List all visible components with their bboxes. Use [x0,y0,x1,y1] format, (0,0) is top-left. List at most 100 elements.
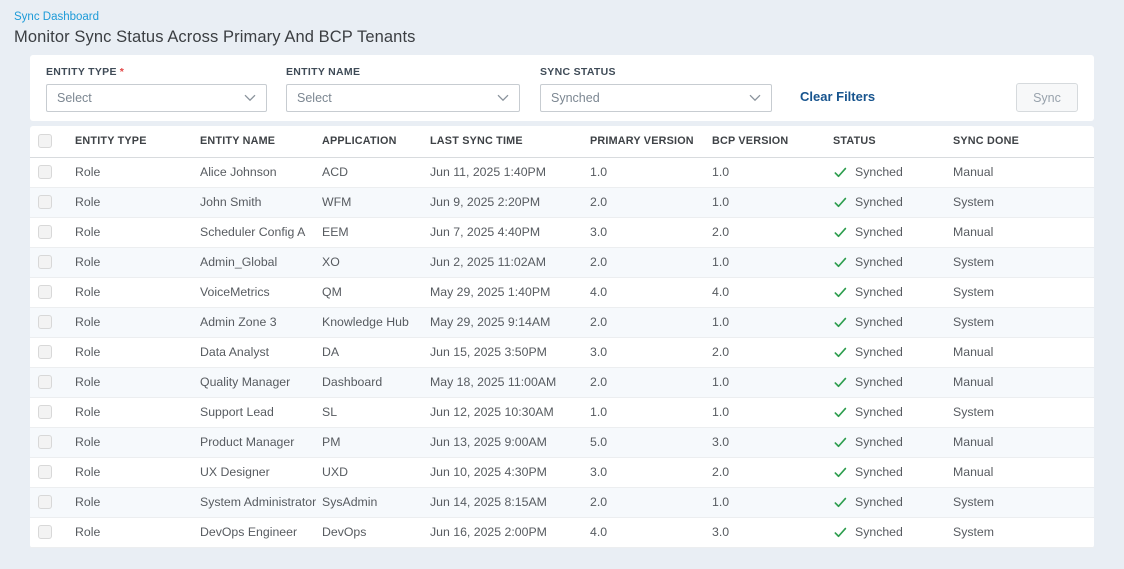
cell-entity-name: UX Designer [200,457,322,487]
cell-last-sync-time: May 18, 2025 11:00AM [430,367,590,397]
row-checkbox[interactable] [38,165,52,179]
cell-application: UXD [322,457,430,487]
cell-sync-done: System [953,307,1094,337]
row-checkbox[interactable] [38,375,52,389]
entity-name-select[interactable]: Select [286,84,520,112]
cell-status: Synched [833,367,953,397]
status-text: Synched [855,285,903,299]
table-row: Role Quality Manager Dashboard May 18, 2… [30,367,1094,397]
cell-application: WFM [322,187,430,217]
cell-last-sync-time: Jun 2, 2025 11:02AM [430,247,590,277]
sync-button[interactable]: Sync [1016,83,1078,112]
row-checkbox[interactable] [38,465,52,479]
table-row: Role Scheduler Config A EEM Jun 7, 2025 … [30,217,1094,247]
row-checkbox[interactable] [38,345,52,359]
cell-last-sync-time: Jun 7, 2025 4:40PM [430,217,590,247]
row-checkbox[interactable] [38,405,52,419]
cell-status: Synched [833,307,953,337]
cell-application: XO [322,247,430,277]
column-header-application: APPLICATION [322,126,430,157]
check-icon [833,375,848,390]
cell-primary-version: 2.0 [590,487,712,517]
cell-status: Synched [833,337,953,367]
cell-entity-name: Product Manager [200,427,322,457]
entity-name-label: ENTITY NAME [286,66,520,78]
cell-status: Synched [833,397,953,427]
row-checkbox[interactable] [38,255,52,269]
cell-bcp-version: 2.0 [712,337,833,367]
row-checkbox[interactable] [38,285,52,299]
check-icon [833,315,848,330]
cell-application: QM [322,277,430,307]
entity-type-label: ENTITY TYPE* [46,66,267,78]
cell-bcp-version: 2.0 [712,457,833,487]
entity-type-select[interactable]: Select [46,84,267,112]
cell-primary-version: 1.0 [590,397,712,427]
status-text: Synched [855,495,903,509]
clear-filters-link[interactable]: Clear Filters [800,89,875,104]
chevron-down-icon [244,94,256,102]
table-row: Role Data Analyst DA Jun 15, 2025 3:50PM… [30,337,1094,367]
cell-primary-version: 2.0 [590,187,712,217]
cell-application: DA [322,337,430,367]
cell-entity-name: Admin Zone 3 [200,307,322,337]
row-checkbox[interactable] [38,315,52,329]
cell-last-sync-time: Jun 16, 2025 2:00PM [430,517,590,547]
select-all-checkbox[interactable] [38,134,52,148]
column-header-sync-done: SYNC DONE [953,126,1094,157]
cell-entity-name: John Smith [200,187,322,217]
cell-status: Synched [833,157,953,187]
cell-bcp-version: 1.0 [712,247,833,277]
cell-last-sync-time: Jun 14, 2025 8:15AM [430,487,590,517]
cell-bcp-version: 1.0 [712,397,833,427]
row-checkbox[interactable] [38,195,52,209]
cell-application: DevOps [322,517,430,547]
cell-sync-done: Manual [953,337,1094,367]
cell-bcp-version: 4.0 [712,277,833,307]
row-checkbox[interactable] [38,225,52,239]
cell-application: SysAdmin [322,487,430,517]
column-header-primary-version: PRIMARY VERSION [590,126,712,157]
cell-last-sync-time: Jun 12, 2025 10:30AM [430,397,590,427]
check-icon [833,255,848,270]
row-checkbox[interactable] [38,525,52,539]
check-icon [833,285,848,300]
cell-sync-done: Manual [953,157,1094,187]
status-text: Synched [855,225,903,239]
cell-primary-version: 2.0 [590,367,712,397]
cell-bcp-version: 1.0 [712,487,833,517]
breadcrumb[interactable]: Sync Dashboard [14,11,99,23]
table-row: Role Support Lead SL Jun 12, 2025 10:30A… [30,397,1094,427]
page-header: Sync Dashboard Monitor Sync Status Acros… [0,0,1124,47]
cell-entity-type: Role [75,217,200,247]
row-checkbox[interactable] [38,495,52,509]
row-checkbox[interactable] [38,435,52,449]
cell-entity-type: Role [75,487,200,517]
column-header-last-sync-time: LAST SYNC TIME [430,126,590,157]
sync-status-select[interactable]: Synched [540,84,772,112]
table-row: Role UX Designer UXD Jun 10, 2025 4:30PM… [30,457,1094,487]
sync-table-card: ENTITY TYPE ENTITY NAME APPLICATION LAST… [30,126,1094,548]
cell-entity-type: Role [75,457,200,487]
status-text: Synched [855,315,903,329]
table-row: Role Product Manager PM Jun 13, 2025 9:0… [30,427,1094,457]
status-text: Synched [855,255,903,269]
status-text: Synched [855,195,903,209]
cell-status: Synched [833,277,953,307]
cell-entity-name: Quality Manager [200,367,322,397]
cell-primary-version: 5.0 [590,427,712,457]
cell-last-sync-time: Jun 10, 2025 4:30PM [430,457,590,487]
cell-primary-version: 4.0 [590,517,712,547]
cell-bcp-version: 1.0 [712,187,833,217]
cell-bcp-version: 2.0 [712,217,833,247]
cell-last-sync-time: Jun 9, 2025 2:20PM [430,187,590,217]
cell-application: SL [322,397,430,427]
check-icon [833,195,848,210]
cell-last-sync-time: Jun 15, 2025 3:50PM [430,337,590,367]
cell-primary-version: 3.0 [590,457,712,487]
cell-entity-type: Role [75,277,200,307]
check-icon [833,345,848,360]
entity-type-label-text: ENTITY TYPE [46,66,117,78]
cell-primary-version: 2.0 [590,307,712,337]
cell-entity-type: Role [75,517,200,547]
